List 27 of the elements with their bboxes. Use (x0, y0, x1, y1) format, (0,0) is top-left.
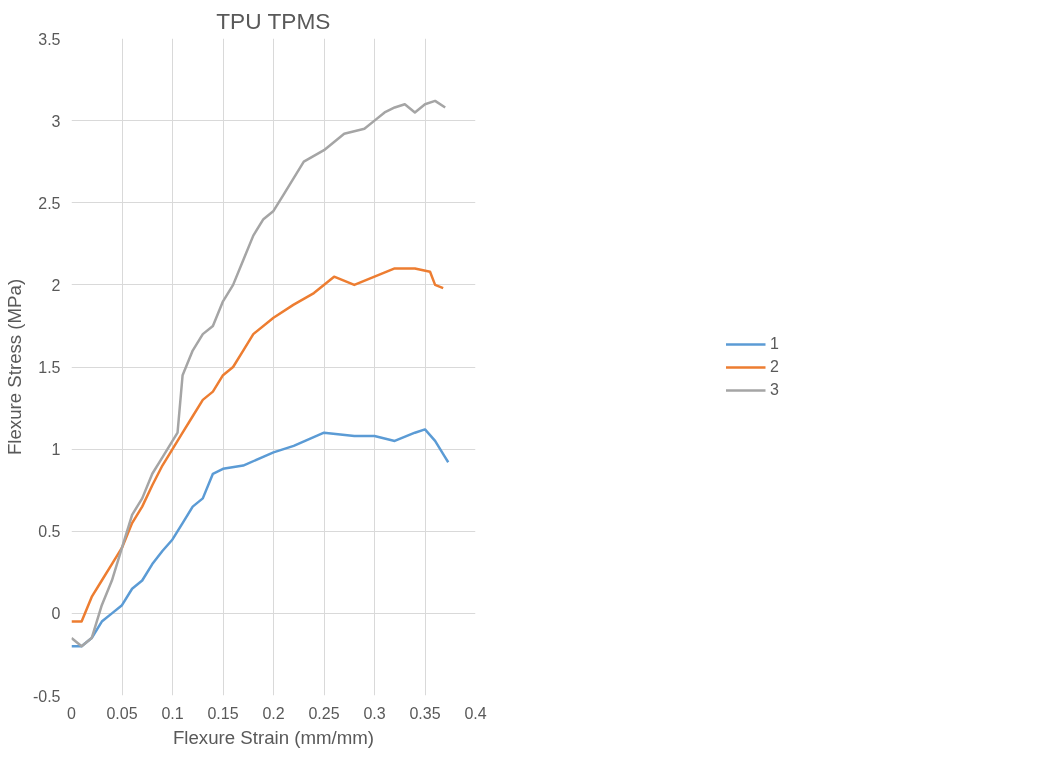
line-series (71, 267, 445, 623)
y-tick-label: 3 (51, 112, 61, 130)
x-tick-label: 0.15 (207, 704, 239, 722)
line-series (71, 428, 450, 648)
x-tick-label: 0.35 (409, 704, 441, 722)
y-tick-label: 1.5 (38, 359, 61, 376)
x-tick-label: 0.3 (363, 704, 386, 722)
legend-label: 1 (770, 334, 780, 353)
y-tick-label: -0.5 (32, 687, 61, 705)
x-tick-label: 0.05 (106, 704, 138, 722)
line-series (71, 99, 447, 648)
chart-title: TPU TPMS (216, 7, 331, 34)
y-axis-title: Flexure Stress (MPa) (3, 278, 25, 456)
legend-label: 2 (770, 357, 780, 376)
y-tick-label: 2 (51, 276, 61, 294)
x-tick-label: 0.25 (308, 704, 340, 722)
y-tick-label: 2.5 (38, 194, 61, 212)
x-tick-label: 0.2 (262, 704, 285, 722)
x-tick-label: 0.4 (464, 704, 487, 722)
x-tick-label: 0 (67, 704, 77, 722)
x-tick-label: 0.1 (161, 704, 184, 722)
y-tick-label: 1 (51, 441, 61, 459)
legend-label: 3 (770, 380, 780, 399)
x-axis-title: Flexure Strain (mm/mm) (172, 726, 375, 748)
y-tick-label: 3.5 (38, 30, 61, 48)
y-tick-label: 0 (51, 605, 61, 623)
y-tick-label: 0.5 (38, 523, 61, 541)
